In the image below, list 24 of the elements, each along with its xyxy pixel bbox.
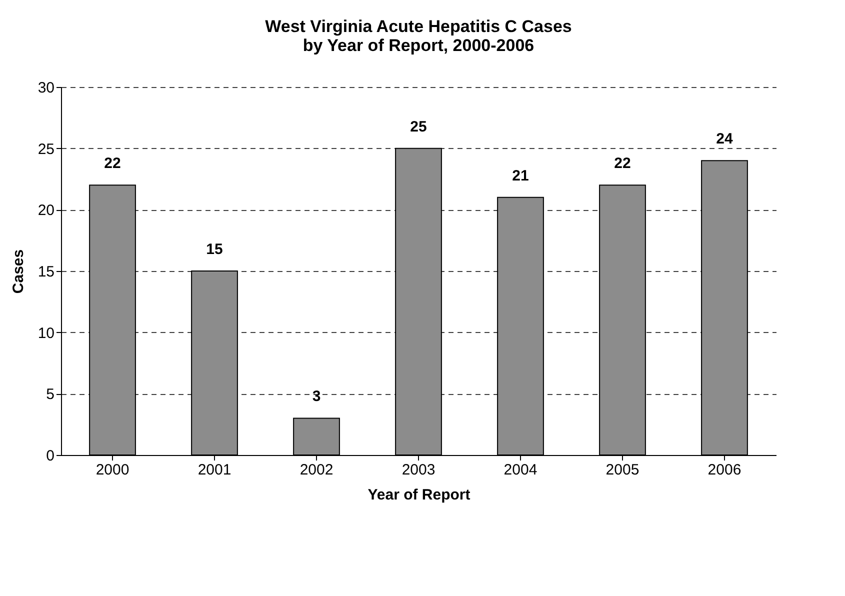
x-tick-label: 2005 [606, 462, 640, 478]
x-tick-label: 2000 [96, 462, 130, 478]
x-tick-label: 2002 [300, 462, 334, 478]
x-axis-title: Year of Report [368, 486, 470, 504]
text: West Virginia Acute Hepatitis C Cases [265, 17, 572, 36]
x-tick-label: 2003 [402, 462, 436, 478]
data-label: 22 [104, 155, 121, 172]
data-label: 21 [512, 167, 529, 184]
data-label: 15 [206, 241, 223, 258]
y-tick-label: 10 [38, 324, 54, 342]
y-tick-label: 5 [46, 386, 54, 404]
y-tick-label: 15 [38, 264, 54, 280]
y-tick-label: 25 [38, 140, 54, 158]
text: by Year of Report, 2000-2006 [302, 36, 534, 55]
data-label: 24 [716, 130, 734, 148]
x-tick-label: 2004 [504, 462, 538, 478]
y-axis-title: Cases [10, 249, 27, 294]
y-tick-label: 20 [38, 202, 54, 220]
y-tick-label: 0 [46, 448, 54, 464]
x-tick-label: 2001 [198, 462, 232, 478]
data-label: 25 [410, 118, 427, 136]
x-tick-label: 2006 [708, 462, 742, 478]
data-label: 22 [614, 155, 631, 172]
y-tick-label: 30 [38, 80, 54, 96]
